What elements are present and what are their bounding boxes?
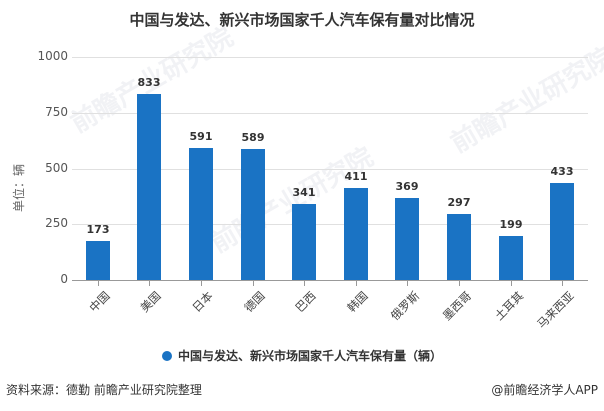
x-tick: [459, 281, 460, 286]
bar[interactable]: [189, 148, 213, 280]
y-tick-label: 1000: [37, 49, 68, 63]
y-tick-label: 500: [45, 161, 68, 175]
bar[interactable]: [447, 214, 471, 280]
data-label: 591: [189, 130, 213, 143]
y-tick-label: 750: [45, 105, 68, 119]
x-tick: [304, 281, 305, 286]
gridline: [72, 113, 588, 114]
credit: @前瞻经济学人APP: [491, 383, 598, 397]
data-label: 199: [499, 218, 523, 231]
bar[interactable]: [137, 94, 161, 280]
y-tick-label: 0: [60, 272, 68, 286]
source-note: 资料来源：德勤 前瞻产业研究院整理: [6, 383, 202, 397]
x-tick-label: 土耳其: [491, 288, 526, 324]
data-label: 589: [241, 131, 265, 144]
bar[interactable]: [344, 188, 368, 280]
legend-label: 中国与发达、新兴市场国家千人汽车保有量（辆）: [177, 349, 442, 363]
gridline: [72, 57, 588, 58]
x-tick: [253, 281, 254, 286]
gridline: [72, 169, 588, 170]
x-tick: [407, 281, 408, 286]
gridline: [72, 224, 588, 225]
y-tick-label: 250: [45, 216, 68, 230]
x-tick-label: 墨西哥: [439, 288, 474, 324]
bar[interactable]: [550, 183, 574, 280]
x-tick: [511, 281, 512, 286]
x-tick: [201, 281, 202, 286]
bar[interactable]: [241, 149, 265, 280]
x-tick-label: 俄罗斯: [387, 288, 422, 324]
data-label: 369: [395, 180, 419, 193]
legend[interactable]: 中国与发达、新兴市场国家千人汽车保有量（辆）: [0, 347, 604, 364]
data-label: 433: [550, 165, 574, 178]
x-tick: [149, 281, 150, 286]
bar[interactable]: [499, 236, 523, 280]
data-label: 173: [86, 223, 110, 236]
chart-title: 中国与发达、新兴市场国家千人汽车保有量对比情况: [129, 11, 475, 29]
x-tick-label: 巴西: [292, 288, 319, 315]
x-tick: [562, 281, 563, 286]
x-tick-label: 美国: [137, 288, 164, 315]
data-label: 833: [137, 76, 161, 89]
x-tick-label: 德国: [241, 288, 268, 315]
x-tick-label: 马来西亚: [534, 288, 577, 332]
x-tick-label: 中国: [86, 288, 113, 315]
bar[interactable]: [292, 204, 316, 280]
x-tick-label: 韩国: [344, 288, 371, 315]
x-tick: [98, 281, 99, 286]
bar[interactable]: [395, 198, 419, 280]
data-label: 297: [447, 196, 471, 209]
watermark: 前瞻产业研究院: [445, 42, 604, 160]
legend-dot-icon: [161, 351, 172, 361]
bar[interactable]: [86, 241, 110, 280]
data-label: 411: [344, 170, 368, 183]
y-axis-label: 单位：辆: [12, 163, 26, 212]
data-label: 341: [292, 186, 316, 199]
x-tick-label: 日本: [189, 288, 216, 315]
x-tick: [356, 281, 357, 286]
x-axis-line: [72, 280, 588, 281]
